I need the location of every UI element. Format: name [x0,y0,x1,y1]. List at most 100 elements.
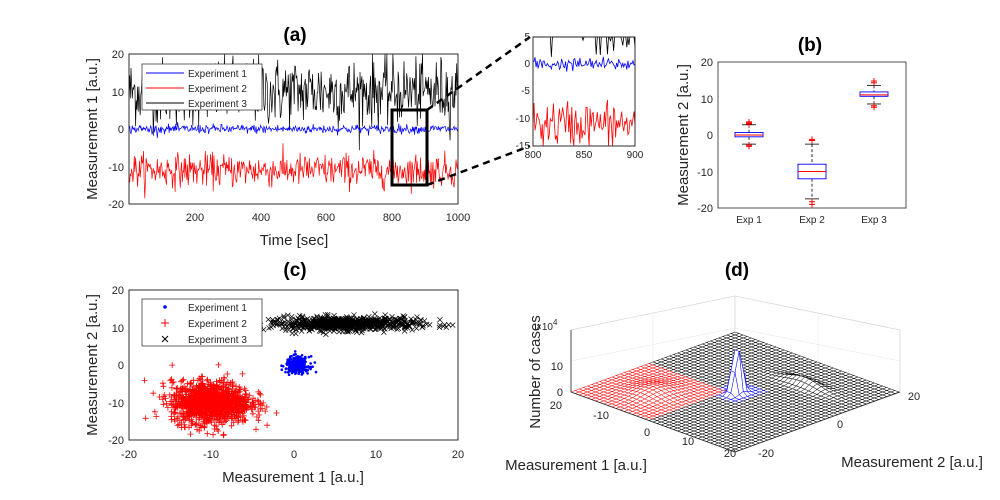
c-point [420,322,426,329]
b-outlier-3-4 [871,77,877,84]
panel-d: (d) 10 0 ×104 Number of cases 20 -10 0 1… [505,260,983,474]
c-point [322,324,328,331]
c-point [363,323,369,329]
c-point [259,405,266,412]
c-point [280,368,284,372]
c-point [404,322,410,328]
c-point [232,398,239,405]
c-point [179,403,186,410]
c-point [409,327,415,333]
panel-b-title: (b) [798,35,822,56]
d-xlabel: Measurement 1 [a.u.] [505,457,647,474]
c-point [202,414,209,420]
c-point [276,321,283,327]
c-point [309,326,315,333]
panel-b-boxes [734,77,889,208]
c-point [184,401,191,408]
c-point [169,379,176,386]
c-point [223,387,230,394]
c-point [220,432,227,439]
c-point [200,418,207,425]
a-xlabel: Time [sec] [260,232,329,249]
c-point [366,314,372,320]
c-point [205,401,212,408]
c-point [239,408,246,415]
c-point [306,372,309,375]
c-point [336,317,343,323]
c-point [241,394,248,401]
c-point [351,312,357,318]
legend-c-exp1: Experiment 1 [188,303,247,314]
d-y-axis-line [734,391,901,453]
c-point [253,426,259,433]
c-xtick-m10: -10 [203,449,219,461]
c-point [436,324,443,331]
c-point [168,384,175,391]
c-point [201,394,207,401]
legend-c-exp1-marker [163,305,167,309]
c-point [289,357,293,361]
c-point [262,408,269,415]
c-point [358,329,365,336]
c-point [242,387,249,394]
legend-c-exp3-marker [161,335,169,343]
c-point [188,416,195,423]
c-point [381,316,388,323]
inset-xtick-900: 900 [627,150,644,161]
c-point [320,329,327,336]
c-point [225,386,231,393]
panel-c: (c) 20 10 0 -10 -20 -20 -10 0 10 20 Meas… [84,260,464,486]
c-point [273,410,280,416]
c-point [190,384,197,390]
c-point [188,406,195,412]
c-point [311,365,314,369]
c-point [182,388,189,395]
c-point [440,323,447,329]
a-xtick-800: 800 [383,212,401,224]
c-point [413,325,420,332]
c-point [290,354,293,358]
inset-ytick-0: 0 [524,59,530,70]
panel-c-points [141,311,456,439]
c-point [247,403,254,410]
c-point [235,408,242,415]
c-point [179,377,186,384]
c-point [264,422,271,429]
c-point [198,423,205,429]
c-point [345,316,352,322]
c-point [284,367,288,371]
c-point [309,365,313,369]
c-point [293,350,297,353]
c-point [292,356,295,360]
c-point [237,414,244,420]
c-point [306,368,310,372]
c-point [215,384,222,390]
c-point [305,365,309,369]
c-point [414,314,420,320]
c-point [176,392,183,399]
c-point [195,410,202,416]
c-point [163,400,170,407]
c-point [185,394,192,401]
inset-ytick-m15: -15 [516,141,531,152]
c-xlabel: Measurement 1 [a.u.] [222,469,364,486]
c-series-1 [280,350,318,377]
c-point [215,428,222,434]
panel-a-title: (a) [283,25,306,46]
zoom-connector-bottom [426,144,531,187]
c-point [207,379,214,386]
c-ytick-0: 0 [118,360,124,372]
series-a-1 [128,121,459,139]
c-point [168,376,175,383]
c-point [191,396,198,403]
c-point [300,354,304,357]
c-point [181,424,188,431]
c-point [213,378,220,385]
c-point [287,320,293,327]
panel-a-xticks: 200 400 600 800 1000 [186,212,470,224]
c-point [178,378,185,385]
c-point [242,390,249,397]
c-point [295,315,301,321]
c-point [356,326,362,332]
c-point [372,311,378,317]
